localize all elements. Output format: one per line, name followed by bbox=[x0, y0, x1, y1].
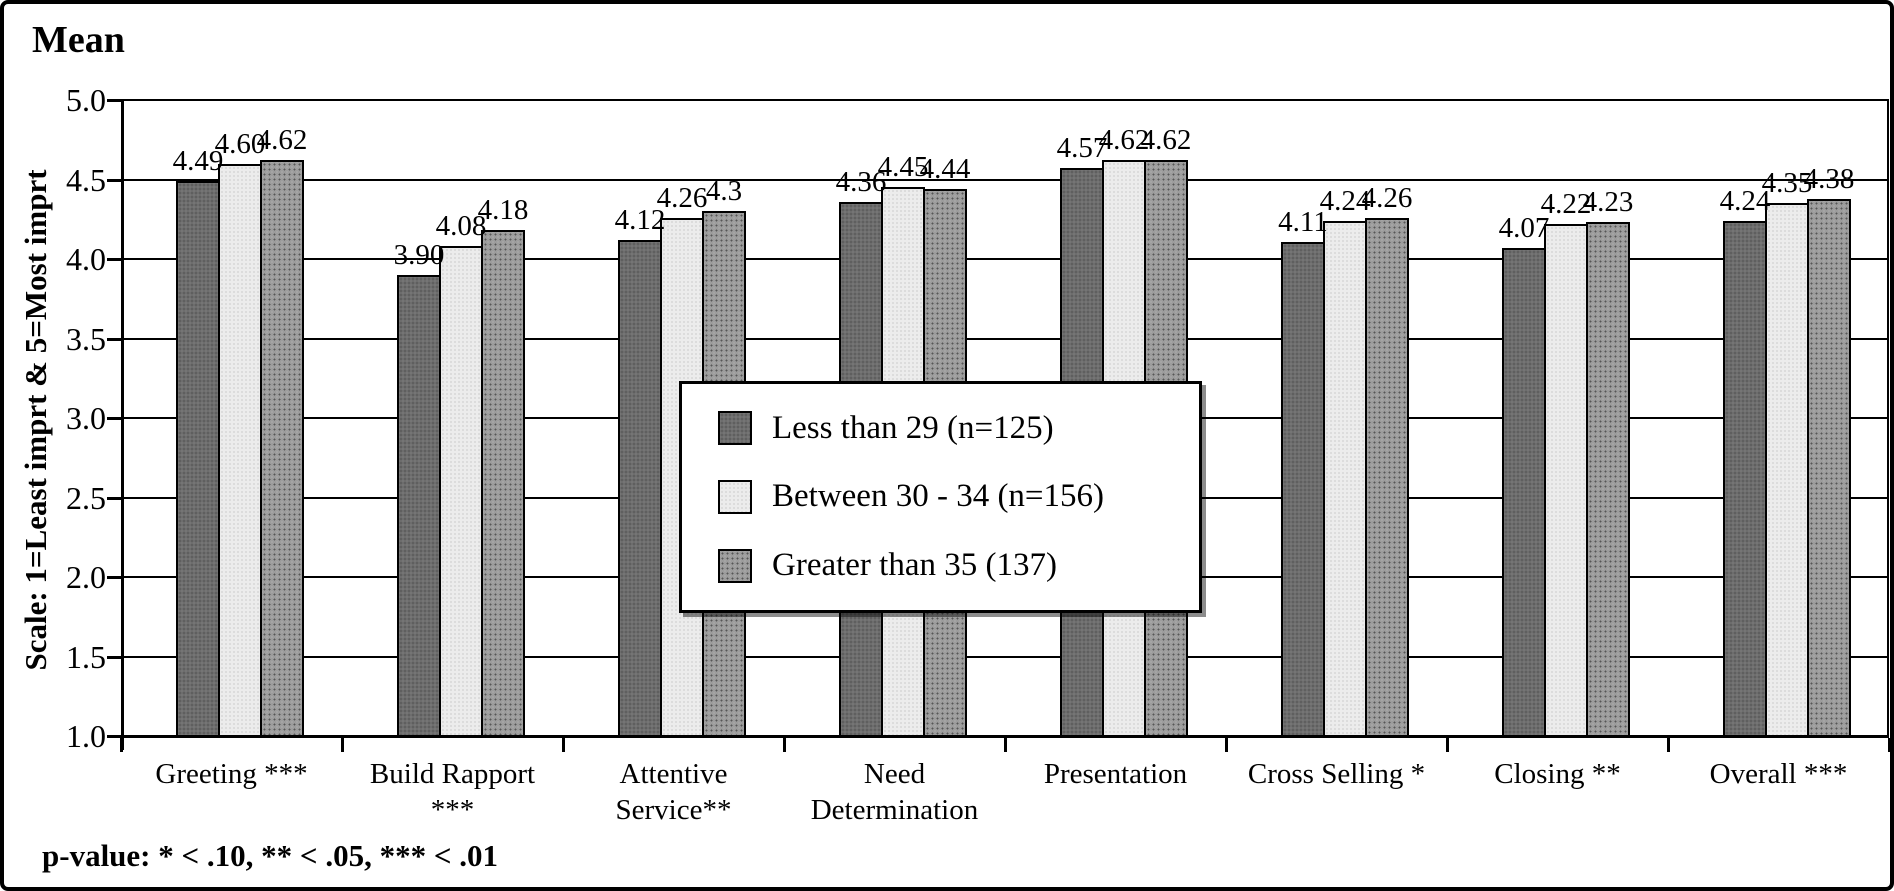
legend-item: Greater than 35 (137) bbox=[718, 547, 1189, 584]
bar-value-label: 4.22 bbox=[1540, 188, 1592, 221]
bar-value-label: 4.36 bbox=[835, 165, 887, 198]
gridline bbox=[121, 655, 1889, 658]
bar-series1-1 bbox=[176, 181, 220, 738]
gridline bbox=[121, 258, 1889, 260]
y-tick-label: 2.0 bbox=[66, 559, 106, 595]
y-tick-label: 2.5 bbox=[66, 479, 106, 516]
y-tick-mark bbox=[107, 337, 121, 341]
bar-series2-7 bbox=[1544, 224, 1588, 738]
legend-item: Less than 29 (n=125) bbox=[718, 410, 1189, 447]
bar-value-label: 4.57 bbox=[1056, 132, 1108, 165]
bar-value-label: 4.26 bbox=[656, 181, 708, 214]
gridline bbox=[121, 99, 1889, 101]
x-tick-mark bbox=[1667, 738, 1670, 752]
bar-value-label: 4.60 bbox=[214, 127, 266, 160]
bar-value-label: 4.12 bbox=[614, 203, 666, 236]
y-tick-label: 4.0 bbox=[66, 241, 106, 277]
category-label: Attentive Service** bbox=[615, 758, 732, 826]
bar-value-label: 4.18 bbox=[477, 194, 529, 227]
bar-series1-8 bbox=[1723, 220, 1767, 738]
y-tick-label: 1.5 bbox=[66, 638, 106, 675]
bar-value-label: 4.23 bbox=[1582, 186, 1634, 219]
y-tick-mark bbox=[107, 99, 121, 102]
legend-label-series3: Greater than 35 (137) bbox=[772, 547, 1057, 584]
bar-series2-1 bbox=[218, 163, 262, 738]
bar-series2-2 bbox=[439, 246, 483, 738]
y-axis-line bbox=[121, 100, 124, 750]
category-label: Presentation bbox=[1043, 758, 1188, 790]
gridline bbox=[121, 178, 1889, 181]
bar-value-label: 4.24 bbox=[1719, 184, 1771, 217]
y-tick-mark bbox=[107, 496, 121, 500]
bar-value-label: 4.62 bbox=[1140, 124, 1192, 157]
category-label: Closing ** bbox=[1494, 758, 1621, 790]
legend-swatch-series2 bbox=[718, 479, 752, 514]
bar-value-label: 4.38 bbox=[1803, 162, 1855, 195]
category-label: Cross Selling * bbox=[1247, 758, 1426, 790]
legend-item: Between 30 - 34 (n=156) bbox=[718, 478, 1189, 515]
bar-value-label: 4.45 bbox=[877, 151, 929, 184]
bar-value-label: 4.24 bbox=[1319, 184, 1371, 217]
bar-value-label: 4.26 bbox=[1361, 181, 1413, 214]
legend-swatch-series3 bbox=[718, 548, 752, 583]
x-tick-mark bbox=[120, 738, 123, 752]
bar-series3-8 bbox=[1807, 198, 1851, 738]
bar-value-label: 3.90 bbox=[393, 238, 445, 271]
category-label: Overall *** bbox=[1709, 758, 1848, 790]
legend-swatch-series1 bbox=[718, 411, 752, 446]
bar-series2-6 bbox=[1323, 220, 1367, 738]
x-tick-mark bbox=[783, 738, 786, 752]
y-tick-mark bbox=[107, 735, 121, 738]
bar-value-label: 4.62 bbox=[1098, 124, 1150, 157]
legend-label-series2: Between 30 - 34 (n=156) bbox=[772, 478, 1105, 515]
x-tick-mark bbox=[1225, 738, 1228, 752]
y-tick-label: 5.0 bbox=[66, 82, 106, 118]
bar-value-label: 4.62 bbox=[256, 124, 308, 157]
y-tick-mark bbox=[107, 655, 121, 659]
x-tick-mark bbox=[562, 738, 565, 752]
y-tick-mark bbox=[107, 258, 121, 261]
y-tick-mark bbox=[107, 417, 121, 420]
bar-series1-2 bbox=[397, 274, 441, 738]
bar-value-label: 4.44 bbox=[919, 153, 971, 186]
bar-series3-6 bbox=[1365, 217, 1409, 738]
x-tick-mark bbox=[1446, 738, 1449, 752]
bar-series3-1 bbox=[260, 160, 304, 738]
y-tick-mark bbox=[107, 576, 121, 579]
category-label: Need Determination bbox=[810, 758, 979, 826]
bar-value-label: 4.49 bbox=[172, 145, 224, 178]
chart-title: Mean bbox=[32, 19, 125, 61]
bar-series2-8 bbox=[1765, 203, 1809, 738]
legend: Less than 29 (n=125) Between 30 - 34 (n=… bbox=[679, 381, 1202, 613]
x-tick-mark bbox=[341, 738, 344, 752]
category-label: Greeting *** bbox=[155, 758, 308, 790]
x-tick-mark bbox=[1004, 738, 1007, 752]
p-value-note: p-value: * < .10, ** < .05, *** < .01 bbox=[42, 838, 498, 873]
y-tick-label: 1.0 bbox=[66, 718, 106, 754]
bar-value-label: 4.07 bbox=[1498, 211, 1550, 244]
bar-series1-6 bbox=[1281, 241, 1325, 738]
y-tick-label: 3.5 bbox=[66, 320, 106, 357]
bar-value-label: 4.3 bbox=[705, 175, 743, 208]
bar-series1-7 bbox=[1502, 247, 1546, 738]
plot-right-border bbox=[1887, 100, 1889, 736]
gridline bbox=[121, 337, 1889, 340]
bar-value-label: 4.08 bbox=[435, 210, 487, 243]
y-tick-label: 4.5 bbox=[66, 161, 106, 198]
bar-value-label: 4.35 bbox=[1761, 167, 1813, 200]
category-label: Build Rapport *** bbox=[369, 758, 536, 826]
y-tick-label: 3.0 bbox=[66, 400, 106, 436]
x-axis-line bbox=[121, 735, 1889, 738]
legend-label-series1: Less than 29 (n=125) bbox=[772, 409, 1054, 446]
x-tick-mark bbox=[1888, 738, 1890, 752]
bar-value-label: 4.11 bbox=[1278, 205, 1328, 238]
bar-series3-2 bbox=[481, 230, 525, 738]
y-tick-mark bbox=[107, 178, 121, 182]
bar-series3-7 bbox=[1586, 222, 1630, 738]
bar-series1-3 bbox=[618, 239, 662, 738]
